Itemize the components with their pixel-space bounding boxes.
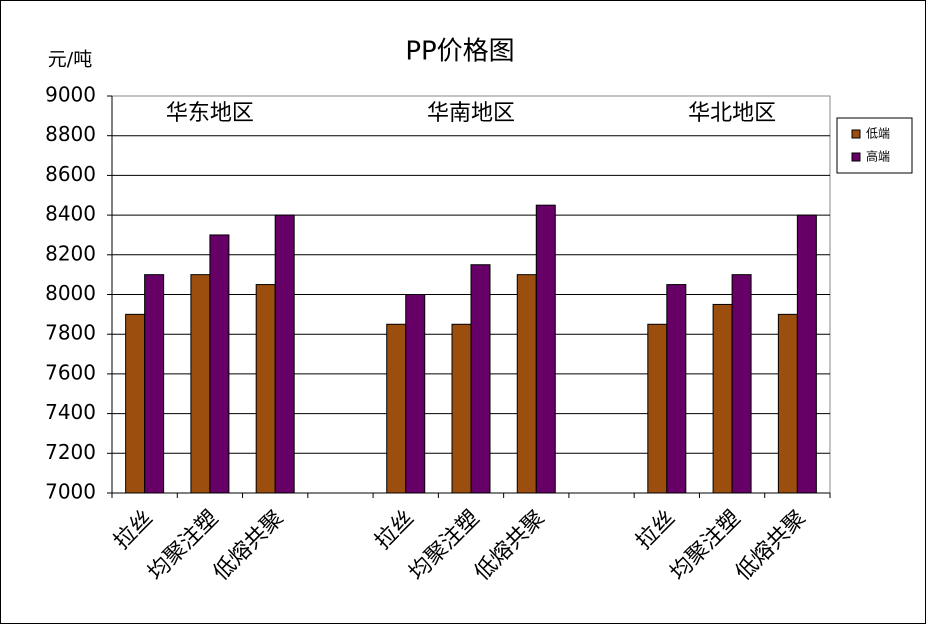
bar	[386, 323, 407, 494]
y-tick-label: 7200	[45, 440, 96, 464]
y-tick-label: 7800	[45, 321, 96, 345]
bar	[470, 264, 491, 494]
y-tick-label: 7400	[45, 400, 96, 424]
bar	[535, 204, 556, 494]
bar	[274, 214, 295, 494]
bar	[125, 313, 146, 494]
y-tick-label: 7000	[45, 480, 96, 504]
bar	[647, 323, 668, 494]
bar	[666, 284, 687, 494]
bar	[731, 274, 752, 494]
legend	[836, 117, 913, 174]
bar	[777, 313, 798, 494]
y-tick-label: 7600	[45, 360, 96, 384]
bar	[451, 323, 472, 494]
legend-swatch	[851, 152, 861, 162]
legend-swatch	[851, 129, 861, 139]
legend-label: 低端	[866, 127, 890, 141]
y-tick-label: 8400	[45, 202, 96, 226]
y-tick-label: 8200	[45, 241, 96, 265]
region-label: 华南地区	[427, 101, 515, 126]
y-tick-label: 8800	[45, 122, 96, 146]
y-tick-label: 8600	[45, 162, 96, 186]
bar	[209, 234, 230, 494]
bar	[255, 284, 276, 494]
bar	[516, 274, 537, 494]
legend-label: 高端	[866, 149, 890, 164]
region-label: 华北地区	[688, 101, 776, 126]
bar	[190, 274, 211, 494]
chart-title: PP价格图	[405, 37, 514, 67]
bar	[405, 294, 426, 494]
y-axis-label: 元/吨	[48, 49, 92, 71]
bar	[712, 303, 733, 494]
y-tick-label: 9000	[45, 83, 96, 107]
bar	[144, 274, 165, 494]
region-label: 华东地区	[166, 101, 254, 126]
bar	[796, 214, 817, 494]
y-tick-label: 8000	[45, 281, 96, 305]
